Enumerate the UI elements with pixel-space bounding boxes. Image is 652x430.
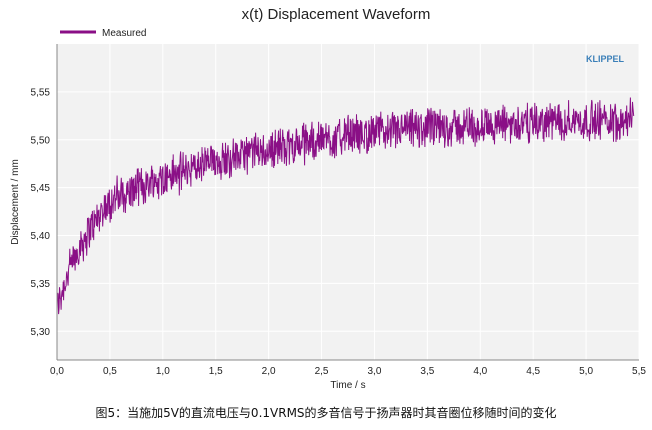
series-line-measured: [56, 97, 635, 315]
y-tick-labels: 5,30 5,35 5,40 5,45 5,50 5,55: [31, 87, 51, 337]
x-tick-label: 0,5: [103, 366, 117, 377]
chart-title: x(t) Displacement Waveform: [242, 6, 431, 23]
x-tick-label: 4,0: [473, 366, 487, 377]
x-tick-label: 2,0: [262, 366, 276, 377]
series-group: [56, 97, 635, 315]
y-tick-label: 5,45: [31, 183, 51, 194]
legend-label-measured: Measured: [102, 28, 146, 39]
y-axis-label: Displacement / mm: [10, 159, 21, 245]
x-tick-label: 2,5: [315, 366, 329, 377]
y-tick-label: 5,30: [31, 327, 51, 338]
x-tick-label: 3,5: [420, 366, 434, 377]
y-tick-label: 5,35: [31, 279, 51, 290]
x-tick-labels: 0,0 0,5 1,0 1,5 2,0 2,5 3,0 3,5 4,0 4,5 5,0 5,5: [50, 366, 646, 377]
figure-caption: 图5：当施加5V的直流电压与0.1VRMS的多音信号于扬声器时其音圈位移随时间的…: [95, 406, 557, 420]
x-tick-label: 5,5: [632, 366, 646, 377]
x-axis-label: Time / s: [330, 380, 365, 391]
y-tick-label: 5,40: [31, 231, 51, 242]
x-tick-label: 1,5: [209, 366, 223, 377]
plot-area: [57, 44, 639, 360]
legend: Measured: [60, 28, 146, 39]
x-tick-label: 3,0: [368, 366, 382, 377]
x-tick-label: 5,0: [579, 366, 593, 377]
x-tick-label: 1,0: [156, 366, 170, 377]
y-tick-label: 5,50: [31, 135, 51, 146]
grid-lines: [56, 44, 640, 360]
klippel-logo: KLIPPEL: [586, 54, 625, 64]
y-tick-label: 5,55: [31, 87, 51, 98]
x-tick-label: 0,0: [50, 366, 64, 377]
x-tick-label: 4,5: [526, 366, 540, 377]
displacement-chart: x(t) Displacement Waveform Measured 0,0 0…: [10, 6, 646, 391]
